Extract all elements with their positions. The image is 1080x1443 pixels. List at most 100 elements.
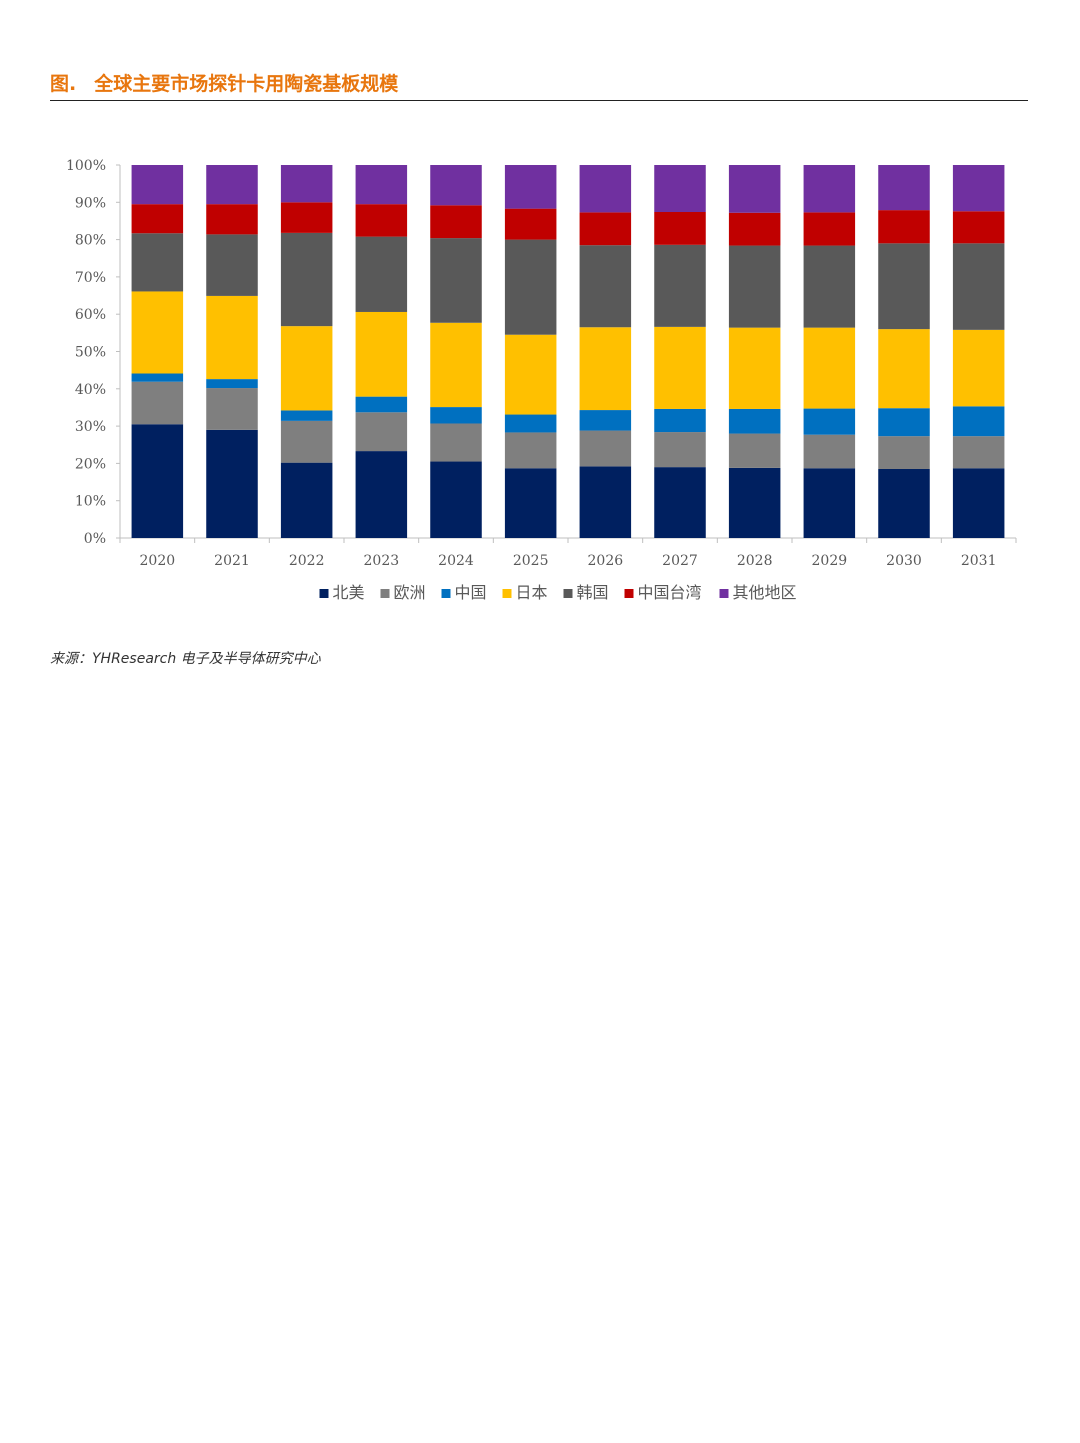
x-tick-label: 2025: [513, 553, 549, 569]
y-tick-label: 0%: [84, 531, 106, 547]
x-tick-label: 2028: [737, 553, 773, 569]
bar-segment: [803, 245, 856, 328]
bar-segment: [280, 326, 333, 411]
chart-legend: 北美 欧洲 中国 日本 韩国 中国台湾 其他地区: [319, 583, 797, 602]
legend-label: 韩国: [577, 583, 609, 602]
bar-segment: [952, 329, 1005, 407]
legend-label: 欧洲: [394, 583, 426, 602]
legend-swatch: [319, 589, 329, 598]
bar-segment: [430, 322, 482, 408]
legend-swatch: [719, 589, 729, 598]
bar-segment: [504, 165, 557, 209]
bar-segment: [355, 236, 408, 312]
bar-segment: [878, 165, 930, 211]
chart-bars: [131, 165, 1005, 538]
bar-segment: [952, 436, 1005, 469]
bar-segment: [654, 326, 706, 409]
bar-segment: [579, 245, 632, 328]
bar-segment: [206, 204, 258, 235]
bar-segment: [355, 204, 408, 237]
x-tick-label: 2026: [588, 553, 624, 569]
bar-segment: [504, 208, 557, 240]
bar-segment: [355, 311, 408, 397]
x-axis-labels: 2020 2021 2022 2023 2024 2025 2026 2027 2028 2029…: [140, 553, 997, 569]
bar-segment: [878, 468, 930, 538]
bar-segment: [131, 381, 184, 425]
bar-segment: [131, 373, 184, 382]
figure-label: 图.: [50, 73, 77, 95]
stacked-bar-chart: 2020 2021 2022 2023 2024 2025 2026 2027 2028 2029…: [66, 158, 1017, 602]
bar-segment: [280, 462, 333, 538]
bar-segment: [654, 408, 706, 433]
x-tick-label: 2021: [214, 553, 250, 569]
y-tick-label: 30%: [75, 419, 106, 435]
legend-swatch: [563, 589, 573, 598]
y-tick-label: 80%: [75, 233, 106, 249]
bar-segment: [728, 408, 781, 434]
bar-segment: [131, 204, 184, 234]
bar-segment: [803, 468, 856, 538]
bar-segment: [878, 436, 930, 469]
x-tick-label: 2029: [812, 553, 848, 569]
x-tick-label: 2031: [961, 553, 997, 569]
bar-segment: [579, 410, 632, 431]
bar-segment: [579, 430, 632, 467]
bar-segment: [803, 165, 856, 213]
bar-segment: [131, 165, 184, 205]
bar-segment: [355, 412, 408, 452]
bar-segment: [654, 467, 706, 538]
bar-segment: [878, 408, 930, 437]
bar-segment: [952, 243, 1005, 330]
x-tick-label: 2027: [662, 553, 698, 569]
x-tick-label: 2020: [140, 553, 176, 569]
legend-label: 中国: [455, 583, 487, 602]
y-tick-label: 60%: [75, 307, 106, 323]
bar-segment: [504, 239, 557, 335]
bar-segment: [803, 408, 856, 435]
legend-swatch: [502, 589, 512, 598]
bar-segment: [206, 165, 258, 205]
bar-segment: [430, 238, 482, 323]
bar-segment: [878, 210, 930, 244]
y-tick-label: 20%: [75, 456, 106, 472]
y-axis-labels: 0% 10% 20% 30% 40% 50% 60% 70% 80% 90% 100%: [66, 158, 106, 547]
x-tick-label: 2030: [886, 553, 922, 569]
bar-segment: [355, 165, 408, 205]
bar-segment: [579, 165, 632, 213]
bar-segment: [430, 407, 482, 424]
legend-label: 中国台湾: [638, 583, 702, 602]
bar-segment: [280, 165, 333, 203]
bar-segment: [803, 434, 856, 469]
bar-segment: [579, 212, 632, 246]
bar-segment: [728, 245, 781, 328]
bar-segment: [728, 165, 781, 213]
x-tick-label: 2023: [364, 553, 400, 569]
bar-segment: [803, 212, 856, 246]
bar-segment: [206, 429, 258, 538]
y-tick-label: 100%: [66, 158, 106, 174]
bar-segment: [728, 433, 781, 468]
legend-label: 其他地区: [733, 583, 797, 602]
legend-swatch: [380, 589, 390, 598]
bar-segment: [803, 327, 856, 409]
y-tick-label: 50%: [75, 345, 106, 361]
bar-segment: [355, 451, 408, 538]
bar-segment: [654, 432, 706, 468]
bar-segment: [504, 468, 557, 538]
chart-axes: [116, 164, 1017, 543]
bar-segment: [878, 329, 930, 409]
y-tick-label: 70%: [75, 270, 106, 286]
legend-swatch: [624, 589, 634, 598]
bar-segment: [280, 232, 333, 327]
bar-segment: [206, 234, 258, 296]
y-tick-label: 90%: [75, 195, 106, 211]
y-tick-label: 40%: [75, 382, 106, 398]
bar-segment: [878, 243, 930, 330]
bar-segment: [952, 165, 1005, 212]
legend-swatch: [441, 589, 451, 598]
bar-segment: [579, 327, 632, 411]
bar-segment: [728, 327, 781, 409]
bar-segment: [206, 379, 258, 389]
x-tick-label: 2022: [289, 553, 325, 569]
source-note: 来源：YHResearch 电子及半导体研究中心: [50, 651, 321, 667]
